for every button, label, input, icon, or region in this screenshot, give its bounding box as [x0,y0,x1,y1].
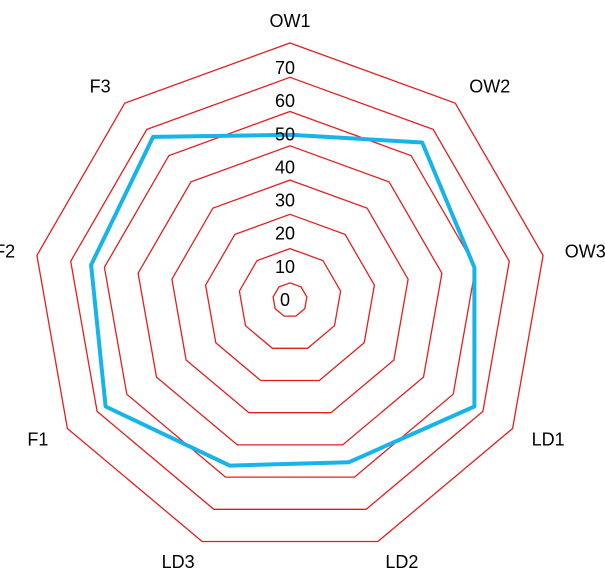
radar-grid [36,42,544,543]
ring-value-label: 10 [275,257,295,277]
ring-value-label: 40 [275,157,295,177]
ring-value-label: 50 [275,124,295,144]
grid-ring [171,179,409,414]
category-axis-labels: OW1 OW2 OW3 LD1 LD2 LD3 F1 F2 F3 [0,11,605,569]
ring-value-label: 30 [275,191,295,211]
radar-series [89,132,477,468]
axis-label-f1: F1 [27,430,48,450]
grid-ring [36,42,544,543]
axis-label-ow3: OW3 [565,242,605,262]
grid-ring [204,213,376,382]
ring-value-label: 60 [275,91,295,111]
grid-ring [238,247,342,349]
axis-label-ld1: LD1 [532,430,565,450]
ring-value-label: 20 [275,224,295,244]
axis-label-ld2: LD2 [385,552,418,569]
axis-label-ld3: LD3 [162,552,195,569]
series-line [89,132,477,468]
grid-ring [137,145,443,446]
axis-label-ow2: OW2 [469,76,510,96]
grid-ring [70,76,510,510]
ring-value-label: 70 [275,58,295,78]
grid-ring [272,282,308,317]
axis-label-ow1: OW1 [269,11,310,31]
ring-value-label: 0 [280,290,290,310]
ring-value-labels: 0 10 20 30 40 50 60 70 [275,58,295,310]
axis-label-f2: F2 [0,242,15,262]
grid-ring [103,110,477,478]
axis-label-f3: F3 [90,76,111,96]
